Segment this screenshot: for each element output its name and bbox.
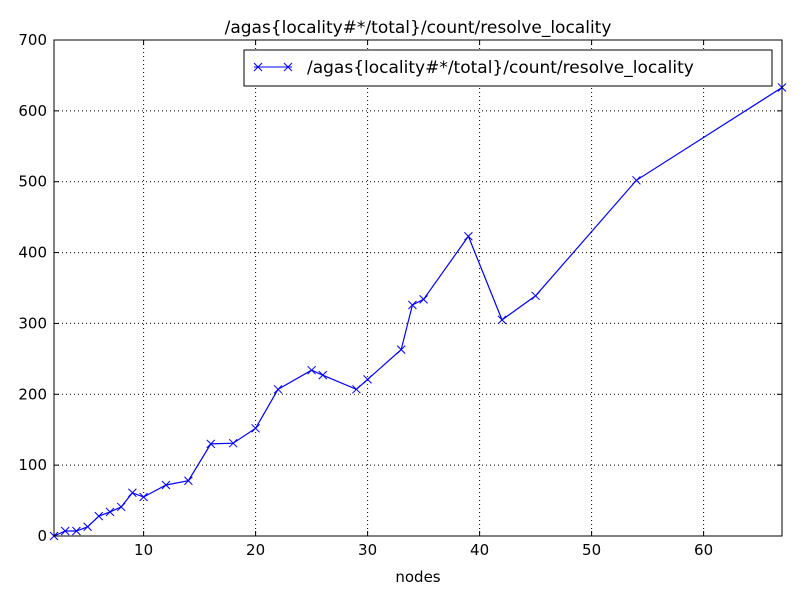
data-point-marker bbox=[396, 345, 406, 354]
y-tick-label: 0 bbox=[37, 527, 47, 545]
legend-box bbox=[243, 49, 773, 87]
y-tick-label: 400 bbox=[18, 244, 47, 262]
y-tick-label: 200 bbox=[18, 385, 47, 403]
data-point-marker bbox=[464, 231, 473, 241]
data-point-marker bbox=[139, 492, 148, 502]
data-point-marker bbox=[94, 511, 104, 521]
y-tick-label: 100 bbox=[18, 456, 47, 474]
data-point-marker bbox=[531, 291, 540, 301]
y-tick-label: 600 bbox=[18, 102, 47, 120]
x-tick-label: 20 bbox=[246, 541, 265, 559]
data-point-marker bbox=[72, 526, 81, 536]
plot-frame bbox=[53, 39, 783, 537]
x-tick-label: 10 bbox=[134, 541, 153, 559]
x-tick-label: 30 bbox=[358, 541, 377, 559]
series-line bbox=[53, 86, 783, 537]
y-tick-label: 500 bbox=[18, 173, 47, 191]
data-point-marker bbox=[228, 438, 238, 448]
y-tick-label: 700 bbox=[18, 31, 47, 49]
legend: /agas{locality#*/total}/count/resolve_lo… bbox=[243, 49, 773, 87]
data-point-marker bbox=[105, 507, 115, 517]
data-point-marker bbox=[206, 439, 216, 449]
data-point-marker bbox=[408, 300, 417, 310]
data-point-marker bbox=[307, 365, 316, 375]
x-tick-label: 50 bbox=[582, 541, 601, 559]
data-series bbox=[49, 83, 787, 541]
data-point-marker bbox=[363, 375, 372, 384]
legend-marker-icon bbox=[253, 62, 293, 72]
data-point-marker bbox=[419, 294, 428, 304]
data-point-marker bbox=[632, 175, 641, 185]
chart-title: /agas{locality#*/total}/count/resolve_lo… bbox=[225, 18, 612, 38]
data-point-marker bbox=[116, 502, 126, 512]
x-axis-label: nodes bbox=[395, 568, 440, 586]
y-tick-label: 300 bbox=[18, 314, 47, 332]
data-point-marker bbox=[352, 384, 361, 394]
data-point-marker bbox=[161, 480, 171, 490]
data-point-marker bbox=[60, 526, 70, 536]
legend-label: /agas{locality#*/total}/count/resolve_lo… bbox=[307, 58, 694, 78]
data-point-marker bbox=[83, 522, 92, 532]
x-tick-label: 40 bbox=[470, 541, 489, 559]
data-point-marker bbox=[184, 476, 193, 486]
data-point-marker bbox=[128, 488, 137, 498]
data-point-marker bbox=[273, 384, 283, 394]
data-point-marker bbox=[318, 370, 328, 380]
grid-lines bbox=[54, 40, 782, 536]
data-point-marker bbox=[497, 315, 507, 325]
x-tick-label: 60 bbox=[694, 541, 713, 559]
data-point-marker bbox=[251, 423, 260, 433]
